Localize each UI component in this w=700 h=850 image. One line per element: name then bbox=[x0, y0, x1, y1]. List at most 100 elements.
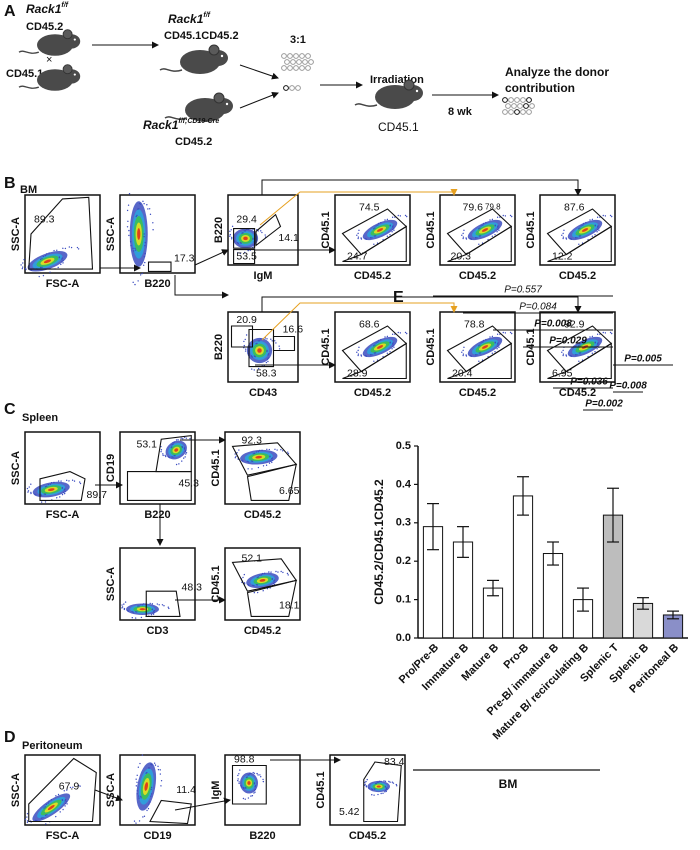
y-tick-label: 0.4 bbox=[396, 478, 412, 490]
event-dot bbox=[234, 456, 237, 459]
event-dot bbox=[591, 335, 594, 338]
event-dot bbox=[384, 780, 387, 783]
label: 8 wk bbox=[448, 106, 473, 118]
event-dot bbox=[146, 771, 148, 774]
event-dot bbox=[373, 794, 375, 796]
event-dot bbox=[57, 266, 59, 269]
event-dot bbox=[391, 333, 394, 335]
event-dot bbox=[377, 339, 380, 342]
event-dot bbox=[374, 235, 377, 237]
gate bbox=[126, 471, 192, 501]
event-dot bbox=[382, 238, 384, 241]
event-dot bbox=[149, 213, 152, 216]
event-dot bbox=[257, 466, 260, 469]
p-value: P=0.029 bbox=[549, 336, 587, 347]
event-dot bbox=[585, 221, 587, 224]
event-dot bbox=[177, 439, 179, 441]
error-bar bbox=[427, 503, 439, 551]
mouse-icon bbox=[18, 29, 81, 56]
mouse-ear bbox=[403, 79, 415, 91]
event-dot bbox=[246, 460, 248, 463]
event-dot bbox=[391, 228, 394, 231]
event-dot bbox=[496, 348, 498, 350]
event-dot bbox=[250, 795, 252, 797]
event-dot bbox=[76, 246, 79, 249]
error-bar bbox=[607, 487, 619, 543]
event-dot bbox=[579, 235, 582, 237]
x-axis-label: CD45.2 bbox=[459, 270, 496, 282]
event-dot bbox=[384, 336, 386, 338]
event-dot bbox=[42, 255, 45, 258]
event-dot bbox=[252, 238, 254, 240]
density-level bbox=[47, 804, 55, 811]
event-dot bbox=[565, 354, 567, 356]
event-dot bbox=[255, 583, 258, 586]
event-dot bbox=[480, 225, 482, 227]
p-value: P=0.557 bbox=[504, 285, 542, 296]
event-dot bbox=[581, 242, 584, 244]
event-dot bbox=[264, 572, 266, 575]
event-dot bbox=[282, 571, 284, 574]
event-dot bbox=[270, 457, 273, 460]
event-dot bbox=[357, 349, 359, 352]
event-dot bbox=[489, 219, 491, 221]
event-dot bbox=[44, 486, 47, 488]
event-dot bbox=[243, 582, 246, 584]
event-dot bbox=[609, 214, 612, 217]
event-dot bbox=[185, 449, 187, 452]
event-dot bbox=[154, 764, 157, 766]
genotype-sup: f/f bbox=[61, 2, 68, 9]
gate-percent: 20.9 bbox=[236, 314, 257, 326]
gate bbox=[230, 325, 254, 348]
event-dot bbox=[266, 350, 268, 353]
event-dot bbox=[262, 780, 265, 783]
density bbox=[229, 225, 267, 255]
event-dot bbox=[469, 354, 472, 357]
event-dot bbox=[45, 803, 48, 806]
density bbox=[24, 784, 81, 825]
event-dot bbox=[364, 783, 366, 786]
event-dot bbox=[397, 214, 399, 217]
event-dot bbox=[172, 443, 174, 445]
event-dot bbox=[267, 360, 269, 363]
event-dot bbox=[385, 789, 387, 792]
event-dot bbox=[126, 609, 129, 612]
event-dot bbox=[589, 336, 591, 338]
cell bbox=[283, 85, 289, 91]
event-dot bbox=[481, 359, 484, 361]
event-dot bbox=[494, 342, 497, 344]
x-axis-label: CD45.2 bbox=[349, 830, 386, 842]
event-dot bbox=[609, 331, 612, 334]
event-dot bbox=[380, 338, 382, 341]
event-dot bbox=[140, 797, 142, 799]
gate-percent: 89.3 bbox=[34, 214, 55, 226]
y-axis-label: CD45.1 bbox=[425, 328, 437, 365]
event-dot bbox=[134, 617, 137, 619]
event-dot bbox=[138, 797, 140, 799]
cell bbox=[508, 109, 514, 115]
event-dot bbox=[135, 785, 138, 787]
genotype-sup: f/f bbox=[203, 12, 210, 19]
event-dot bbox=[462, 354, 464, 357]
gate-percent: 16.6 bbox=[283, 323, 304, 335]
event-dot bbox=[389, 350, 391, 353]
event-dot bbox=[77, 248, 80, 250]
x-axis-label: CD3 bbox=[146, 625, 168, 637]
event-dot bbox=[161, 604, 164, 606]
event-dot bbox=[64, 799, 67, 801]
event-dot bbox=[231, 225, 234, 228]
event-dot bbox=[479, 227, 481, 229]
event-dot bbox=[380, 221, 382, 224]
y-axis-label: SSC-A bbox=[10, 217, 22, 251]
event-dot bbox=[275, 570, 277, 573]
gate bbox=[363, 761, 402, 823]
event-dot bbox=[244, 350, 247, 352]
gate bbox=[447, 225, 512, 263]
label: Analyze the donor bbox=[505, 65, 609, 79]
event-dot bbox=[596, 231, 598, 233]
event-dot bbox=[496, 345, 499, 348]
gate bbox=[255, 213, 282, 247]
event-dot bbox=[496, 216, 499, 218]
event-dot bbox=[144, 241, 146, 244]
event-dot bbox=[135, 611, 137, 613]
